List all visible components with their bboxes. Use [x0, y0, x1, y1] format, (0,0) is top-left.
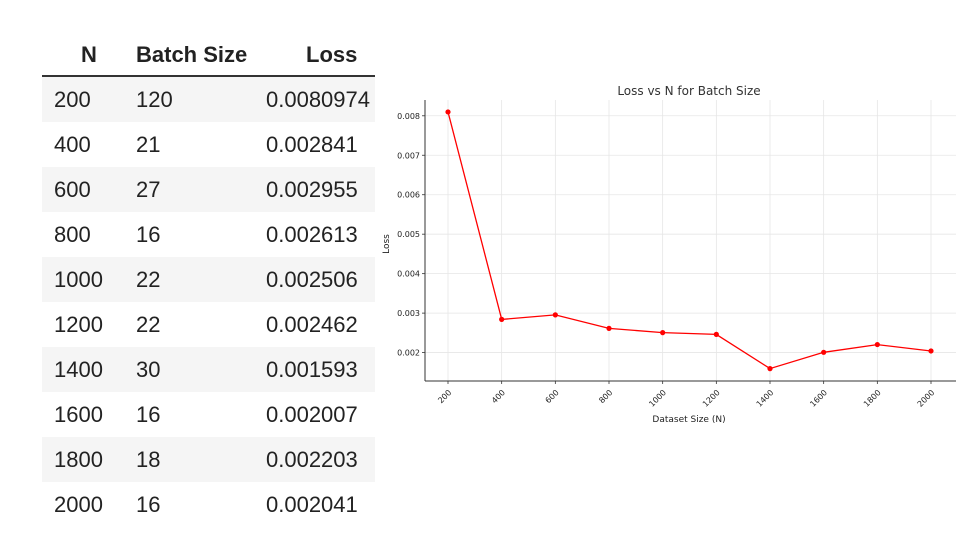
x-axis-label: Dataset Size (N) [652, 415, 725, 425]
y-axis-label: Loss [382, 234, 392, 254]
x-tick-label: 800 [597, 388, 614, 405]
cell-loss: 0.002041 [266, 491, 358, 517]
cell-n: 1000 [54, 266, 103, 292]
cell-n: 1400 [54, 356, 103, 382]
x-tick-label: 1400 [755, 388, 776, 409]
cell-batch-size: 16 [136, 221, 161, 247]
cell-loss: 0.0080974 [266, 86, 370, 112]
table-row: 1600 16 0.002007 [42, 392, 375, 437]
table-row: 1800 18 0.002203 [42, 437, 375, 482]
chart-axes [422, 100, 956, 384]
table-row: 1000 22 0.002506 [42, 257, 375, 302]
cell-n: 1200 [54, 311, 103, 337]
cell-loss: 0.002203 [266, 446, 358, 472]
loss-data-point [821, 349, 827, 355]
x-tick-label: 200 [436, 388, 453, 405]
y-tick-label: 0.005 [397, 230, 420, 239]
loss-chart-container: Loss vs N for Batch Size 0.002 0.003 0.004… [378, 78, 958, 438]
table-row: 2000 16 0.002041 [42, 482, 375, 527]
chart-title: Loss vs N for Batch Size [617, 84, 760, 98]
cell-n: 200 [54, 86, 91, 112]
table-row: 600 27 0.002955 [42, 167, 375, 212]
x-tick-label: 1800 [862, 388, 883, 409]
cell-batch-size: 16 [136, 401, 161, 427]
loss-data-point [767, 366, 773, 372]
cell-n: 1600 [54, 401, 103, 427]
column-header-loss: Loss [264, 35, 375, 77]
chart-gridlines [425, 100, 956, 381]
table-row: 400 21 0.002841 [42, 122, 375, 167]
cell-batch-size: 16 [136, 491, 161, 517]
loss-line-chart: Loss vs N for Batch Size 0.002 0.003 0.004… [382, 84, 956, 425]
column-header-batch-size: Batch Size [136, 35, 264, 77]
x-tick-label: 2000 [916, 388, 937, 409]
y-tick-label: 0.007 [397, 151, 420, 160]
results-table: N Batch Size Loss 200 120 0.0080974 400 21 0… [42, 35, 375, 527]
cell-n: 400 [54, 131, 91, 157]
results-table-container: N Batch Size Loss 200 120 0.0080974 400 21 0… [42, 35, 375, 527]
table-row: 800 16 0.002613 [42, 212, 375, 257]
y-tick-label: 0.003 [397, 309, 420, 318]
cell-batch-size: 22 [136, 311, 161, 337]
chart-tick-labels: 0.002 0.003 0.004 0.005 0.006 0.007 0.008 200 40… [397, 112, 936, 409]
loss-data-point [606, 325, 612, 331]
x-tick-label: 1200 [701, 388, 722, 409]
x-tick-label: 400 [490, 388, 507, 405]
cell-batch-size: 21 [136, 131, 161, 157]
x-tick-label: 1000 [647, 388, 668, 409]
cell-loss: 0.002955 [266, 176, 358, 202]
column-header-n: N [42, 35, 136, 77]
table-header-row: N Batch Size Loss [42, 35, 375, 77]
loss-data-point [660, 330, 666, 336]
cell-loss: 0.001593 [266, 356, 358, 382]
x-tick-label: 600 [544, 388, 561, 405]
loss-data-point [499, 316, 505, 322]
table-row: 200 120 0.0080974 [42, 76, 375, 122]
cell-loss: 0.002613 [266, 221, 358, 247]
cell-batch-size: 18 [136, 446, 161, 472]
cell-loss: 0.002462 [266, 311, 358, 337]
y-tick-label: 0.008 [397, 112, 420, 121]
table-row: 1400 30 0.001593 [42, 347, 375, 392]
chart-series [445, 109, 934, 372]
loss-series-line [447, 111, 932, 370]
cell-n: 800 [54, 221, 91, 247]
y-tick-label: 0.006 [397, 191, 420, 200]
y-tick-label: 0.002 [397, 349, 420, 358]
loss-data-point [713, 331, 719, 337]
cell-loss: 0.002007 [266, 401, 358, 427]
cell-n: 2000 [54, 491, 103, 517]
loss-data-point [552, 312, 558, 318]
cell-n: 600 [54, 176, 91, 202]
cell-batch-size: 22 [136, 266, 161, 292]
cell-batch-size: 27 [136, 176, 161, 202]
cell-n: 1800 [54, 446, 103, 472]
loss-data-point [874, 341, 880, 348]
x-tick-label: 1600 [808, 388, 829, 409]
y-tick-label: 0.004 [397, 270, 420, 279]
loss-data-point [928, 348, 934, 354]
cell-loss: 0.002841 [266, 131, 358, 157]
loss-data-point [445, 109, 451, 115]
cell-batch-size: 30 [136, 356, 161, 382]
table-body: 200 120 0.0080974 400 21 0.002841 600 27 0.002… [42, 76, 375, 527]
cell-loss: 0.002506 [266, 266, 358, 292]
cell-batch-size: 120 [136, 86, 173, 112]
table-row: 1200 22 0.002462 [42, 302, 375, 347]
